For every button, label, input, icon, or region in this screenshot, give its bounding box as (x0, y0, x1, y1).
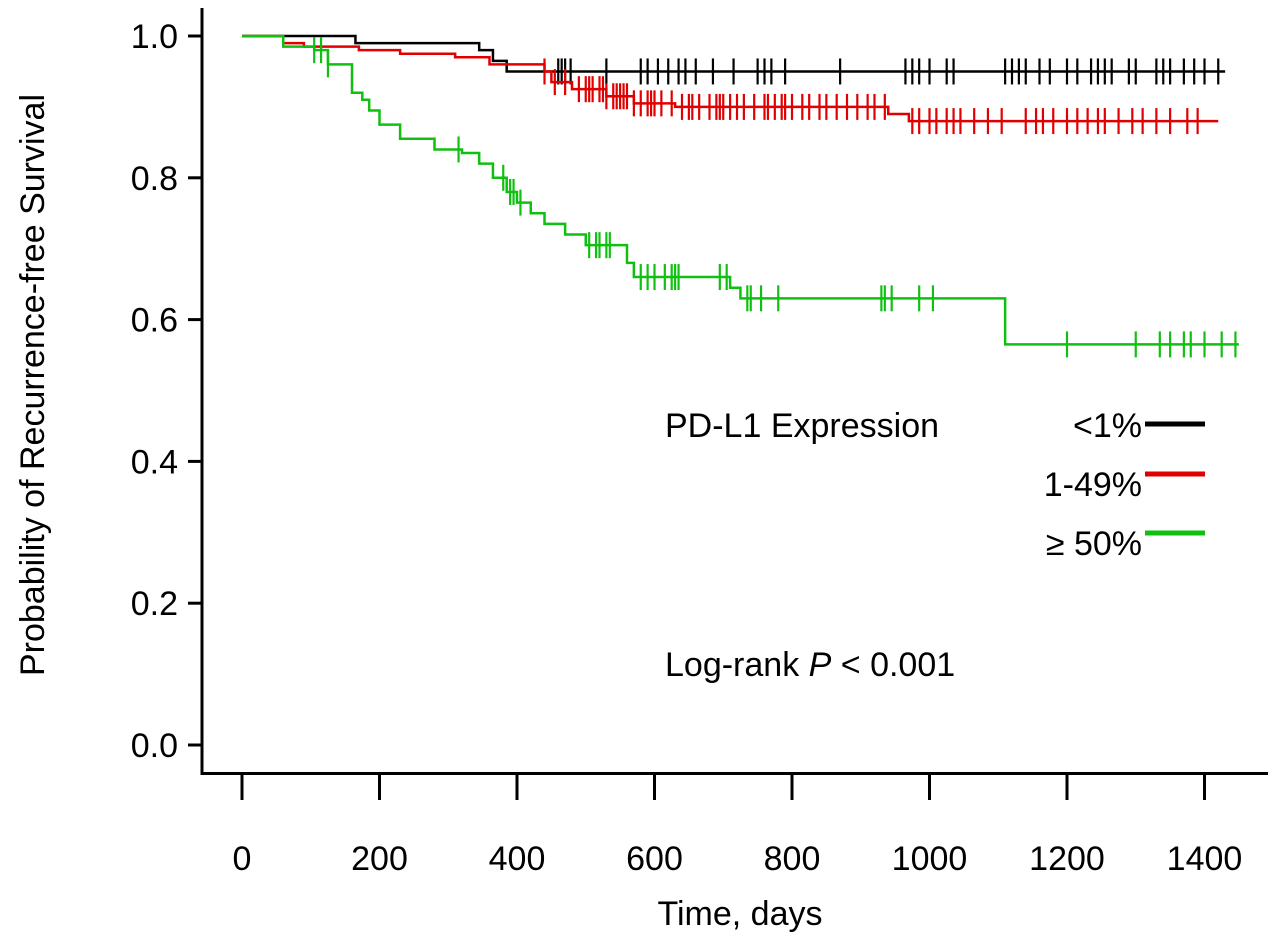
survival-curve (242, 34, 1219, 123)
logrank-annotation: Log-rank P < 0.001 (665, 646, 955, 684)
logrank-prefix: Log-rank (665, 646, 809, 684)
x-axis-ticks: 0 200 400 600 800 1000 1200 1400 (233, 775, 1243, 878)
x-tick-label: 1000 (892, 840, 968, 878)
x-tick-label: 400 (489, 840, 546, 878)
y-axis-title: Probability of Recurrence-free Survival (14, 94, 52, 676)
y-tick-label: 0.4 (131, 443, 178, 481)
series-0 (242, 34, 1226, 85)
x-tick-label: 1400 (1167, 840, 1243, 878)
x-tick-label: 1200 (1029, 840, 1105, 878)
y-tick-label: 0.8 (131, 160, 178, 198)
y-axis-ticks: 0.0 0.2 0.4 0.6 0.8 1.0 (131, 18, 202, 765)
x-axis-title: Time, days (657, 895, 822, 933)
y-tick-label: 0.6 (131, 302, 178, 340)
series-layer (242, 34, 1239, 358)
x-tick-label: 800 (764, 840, 821, 878)
legend-entry-label-2: ≥ 50% (1046, 525, 1142, 563)
logrank-suffix: < 0.001 (831, 646, 955, 684)
x-tick-label: 200 (351, 840, 408, 878)
plot-area: 0.0 0.2 0.4 0.6 0.8 1.0 0 200 400 600 800 1000 1200… (131, 8, 1268, 878)
series-2 (242, 34, 1239, 358)
x-tick-label: 600 (626, 840, 683, 878)
legend-entry-label-1: 1-49% (1044, 466, 1142, 504)
survival-curve (242, 34, 1239, 346)
x-tick-label: 0 (233, 840, 252, 878)
y-tick-label: 0.0 (131, 727, 178, 765)
y-tick-label: 1.0 (131, 18, 178, 56)
legend-title: PD-L1 Expression (665, 407, 939, 445)
logrank-p-symbol: P (809, 646, 832, 684)
legend: PD-L1 Expression <1% 1-49% ≥ 50% (665, 407, 1205, 563)
survival-curve (242, 34, 1226, 73)
y-tick-label: 0.2 (131, 585, 178, 623)
series-1 (242, 34, 1219, 135)
legend-entry-label-0: <1% (1073, 407, 1142, 445)
